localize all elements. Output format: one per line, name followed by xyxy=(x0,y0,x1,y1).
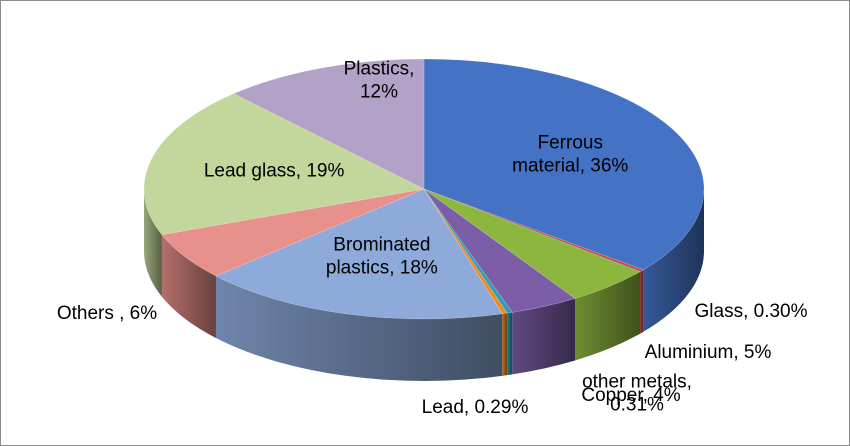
label-lead-glass-19: Lead glass, 19% xyxy=(204,161,345,182)
label-plastics-12: Plastics, 12% xyxy=(344,59,415,103)
pie-side-lead-0-29 xyxy=(502,313,508,376)
pie-side-other-metals-0-31 xyxy=(507,312,513,376)
label-ferrous-material-36: Ferrous material, 36% xyxy=(512,133,628,177)
pie-side-aluminium-5 xyxy=(575,271,641,361)
pie-side-glass-0-30 xyxy=(640,269,644,334)
label-others-6: Others , 6% xyxy=(57,303,157,324)
pie-slice-glass-0-30 xyxy=(423,188,645,273)
pie-slice-plastics-12 xyxy=(232,58,425,190)
pie-slice-other-metals-0-31 xyxy=(423,188,513,314)
label-lead-0-29: Lead, 0.29% xyxy=(422,397,529,418)
pie-slice-lead-0-29 xyxy=(423,188,508,315)
pie-side-lead-glass-19 xyxy=(144,189,162,297)
label-brominated-plastics-18: Brominated plastics, 18% xyxy=(326,234,438,278)
pie-side-ferrous-material-36 xyxy=(643,189,704,332)
pie-side-copper-4 xyxy=(512,298,576,375)
pie-slice-aluminium-5 xyxy=(423,188,641,299)
pie-slice-lead-glass-19 xyxy=(143,93,425,236)
pie-tops xyxy=(143,58,705,320)
pie-sides xyxy=(144,189,704,381)
pie-side-brominated-plastics-18 xyxy=(215,276,503,381)
pie-labels: Ferrous material, 36% Glass, 0.30% Aluminiu… xyxy=(57,59,808,419)
pie-slice-ferrous-material-36 xyxy=(423,58,705,271)
pie-slice-brominated-plastics-18 xyxy=(215,188,503,320)
pie-side-others-6 xyxy=(161,234,216,339)
label-other-metals-0-31: other metals, 0.31% xyxy=(582,372,692,416)
pie-slice-others-6 xyxy=(161,188,425,277)
pie-slice-copper-4 xyxy=(423,188,576,313)
label-aluminium-5: Aluminium, 5% xyxy=(645,342,772,363)
label-glass-0-30: Glass, 0.30% xyxy=(695,301,808,322)
label-copper-4: Copper, 4% xyxy=(581,385,680,406)
